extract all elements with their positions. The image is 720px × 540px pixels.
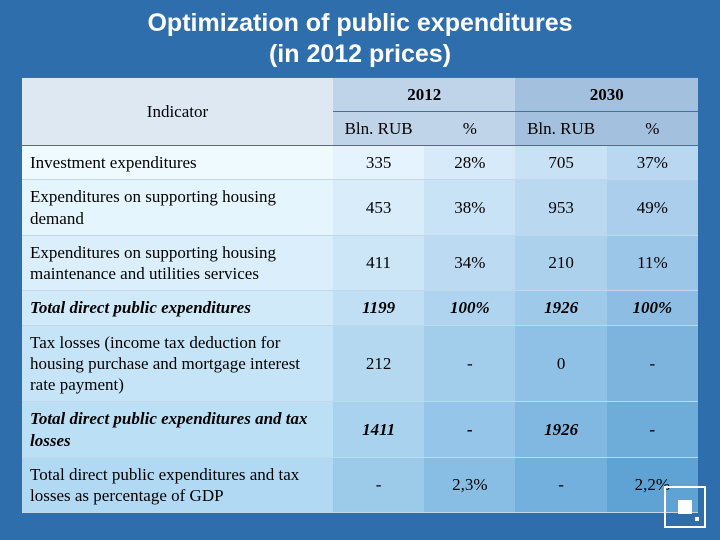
- value-cell: 49%: [607, 180, 698, 236]
- value-cell: 335: [333, 146, 424, 180]
- col-indicator: Indicator: [22, 77, 333, 146]
- value-cell: -: [424, 402, 515, 458]
- indicator-cell: Total direct public expenditures and tax…: [22, 402, 333, 458]
- value-cell: 1199: [333, 291, 424, 325]
- value-cell: 37%: [607, 146, 698, 180]
- value-cell: 11%: [607, 235, 698, 291]
- sub-header: %: [424, 111, 515, 145]
- value-cell: -: [607, 325, 698, 402]
- slide-title: Optimization of public expenditures (in …: [22, 8, 698, 71]
- value-cell: 2,3%: [424, 457, 515, 513]
- table-row: Expenditures on supporting housing maint…: [22, 235, 698, 291]
- sub-header: %: [607, 111, 698, 145]
- value-cell: 953: [515, 180, 606, 236]
- value-cell: -: [333, 457, 424, 513]
- value-cell: 100%: [607, 291, 698, 325]
- value-cell: 212: [333, 325, 424, 402]
- table-row: Total direct public expenditures and tax…: [22, 402, 698, 458]
- table-header: Indicator20122030Bln. RUB%Bln. RUB%: [22, 77, 698, 146]
- indicator-cell: Total direct public expenditures and tax…: [22, 457, 333, 513]
- table-row: Total direct public expenditures and tax…: [22, 457, 698, 513]
- indicator-cell: Total direct public expenditures: [22, 291, 333, 325]
- col-year-2030: 2030: [515, 77, 698, 111]
- value-cell: 1926: [515, 291, 606, 325]
- value-cell: 28%: [424, 146, 515, 180]
- value-cell: -: [607, 402, 698, 458]
- value-cell: 453: [333, 180, 424, 236]
- sub-header: Bln. RUB: [515, 111, 606, 145]
- value-cell: 411: [333, 235, 424, 291]
- table-body: Investment expenditures33528%70537%Expen…: [22, 146, 698, 513]
- table-row: Expenditures on supporting housing deman…: [22, 180, 698, 236]
- slide: Optimization of public expenditures (in …: [0, 0, 720, 540]
- value-cell: -: [424, 325, 515, 402]
- value-cell: -: [515, 457, 606, 513]
- table-row: Investment expenditures33528%70537%: [22, 146, 698, 180]
- sub-header: Bln. RUB: [333, 111, 424, 145]
- expenditures-table: Indicator20122030Bln. RUB%Bln. RUB% Inve…: [22, 77, 698, 514]
- indicator-cell: Investment expenditures: [22, 146, 333, 180]
- title-line-1: Optimization of public expenditures: [147, 9, 572, 37]
- table-row: Total direct public expenditures1199100%…: [22, 291, 698, 325]
- indicator-cell: Expenditures on supporting housing deman…: [22, 180, 333, 236]
- value-cell: 210: [515, 235, 606, 291]
- value-cell: 100%: [424, 291, 515, 325]
- value-cell: 34%: [424, 235, 515, 291]
- indicator-cell: Tax losses (income tax deduction for hou…: [22, 325, 333, 402]
- table-row: Tax losses (income tax deduction for hou…: [22, 325, 698, 402]
- value-cell: 705: [515, 146, 606, 180]
- value-cell: 38%: [424, 180, 515, 236]
- title-line-2: (in 2012 prices): [269, 40, 451, 68]
- value-cell: 1926: [515, 402, 606, 458]
- value-cell: 0: [515, 325, 606, 402]
- col-year-2012: 2012: [333, 77, 516, 111]
- indicator-cell: Expenditures on supporting housing maint…: [22, 235, 333, 291]
- logo-icon: [664, 486, 706, 528]
- value-cell: 1411: [333, 402, 424, 458]
